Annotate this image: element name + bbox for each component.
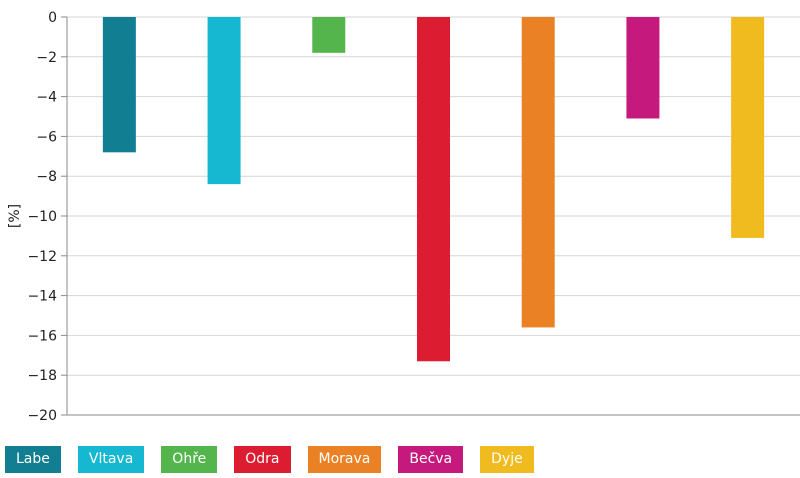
bar-bečva [626,17,660,119]
y-tick-label: −4 [36,90,57,106]
bar-vltava [207,17,241,185]
legend-item-labe: Labe [5,446,61,473]
bar-morava [521,17,555,328]
bar-labe [102,17,136,153]
bar-ohře [312,17,346,53]
y-tick-label: −10 [27,209,57,225]
y-tick-label: 0 [48,10,57,26]
legend: Labe Vltava Ohře Odra Morava Bečva Dyje [5,446,534,473]
y-axis-ticks: 0 −2 −4 −6 −8 −10 −12 −14 −16 −18 −20 [27,10,67,424]
bar-dyje [731,17,765,238]
legend-item-ohře: Ohře [161,446,218,473]
y-tick-label: −18 [27,368,57,384]
y-tick-label: −2 [36,50,57,66]
y-tick-label: −20 [27,408,57,424]
legend-item-odra: Odra [234,446,291,473]
bar-odra [417,17,450,362]
bars [102,17,765,362]
y-tick-label: −12 [27,249,57,265]
legend-item-vltava: Vltava [77,446,145,473]
legend-item-dyje: Dyje [480,446,534,473]
y-tick-label: −16 [27,328,57,344]
legend-item-bečva: Bečva [398,446,464,473]
y-tick-label: −8 [36,169,57,185]
bar-chart: 0 −2 −4 −6 −8 −10 −12 −14 −16 −18 −20 [%] [7,10,800,424]
y-tick-label: −6 [36,129,57,145]
y-axis-title: [%] [7,204,23,228]
legend-item-morava: Morava [307,446,382,473]
y-tick-label: −14 [27,289,57,305]
